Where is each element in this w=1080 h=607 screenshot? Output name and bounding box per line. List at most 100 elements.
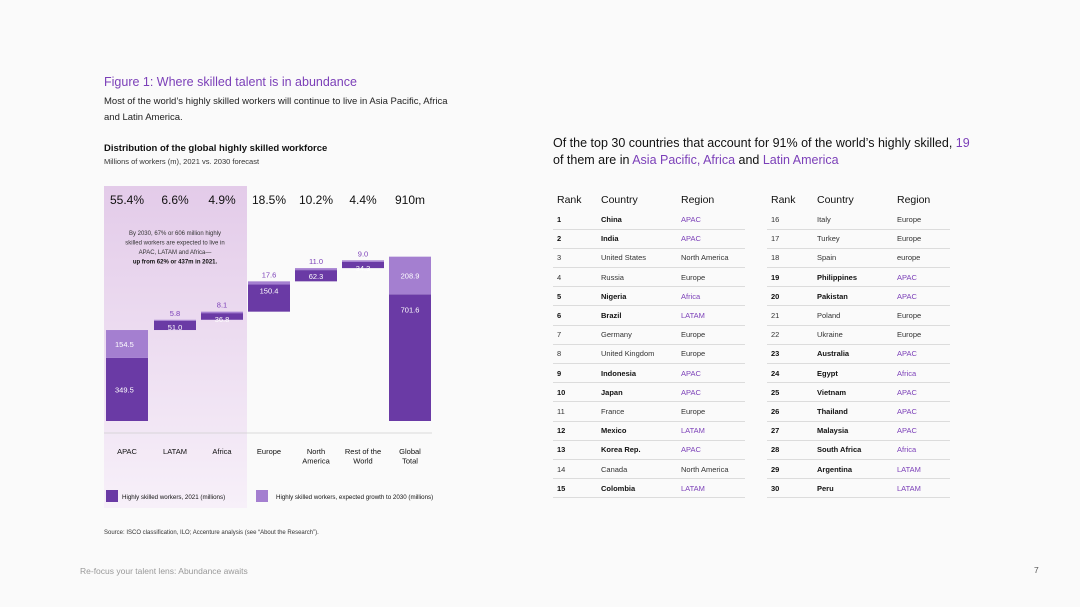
data-label-2021: 62.3 <box>309 272 324 281</box>
region-cell: APAC <box>677 229 745 249</box>
source-note: Source: ISCO classification, ILO; Accent… <box>104 530 319 536</box>
rank-cell: 4 <box>553 267 597 288</box>
table-row: 13 Korea Rep. APAC <box>553 440 745 460</box>
rank-cell: 23 <box>767 344 813 365</box>
annotation-line: APAC, LATAM and Africa— <box>139 250 212 256</box>
data-label-2021: 150.4 <box>260 287 279 296</box>
data-label-2021: 701.6 <box>401 305 420 314</box>
rank-cell: 9 <box>553 363 597 384</box>
category-label: Global <box>399 447 421 456</box>
title-text: Of the top 30 countries that account for… <box>553 136 956 150</box>
rank-cell: 16 <box>767 210 813 230</box>
rank-cell: 5 <box>553 286 597 307</box>
table-row: 19 Philippines APAC <box>767 267 950 288</box>
table-row: 25 Vietnam APAC <box>767 382 950 403</box>
data-label-growth: 9.0 <box>358 249 368 258</box>
table-row: 8 United Kingdom Europe <box>553 344 745 365</box>
country-cell: Japan <box>597 382 677 403</box>
country-cell: Brazil <box>597 305 677 326</box>
country-cell: Egypt <box>813 363 893 384</box>
table-row: 10 Japan APAC <box>553 382 745 403</box>
country-cell: Russia <box>597 267 677 288</box>
category-label: Africa <box>212 447 232 456</box>
country-cell: United Kingdom <box>597 344 677 365</box>
header-rank: Rank <box>557 194 582 206</box>
category-label: APAC <box>117 447 137 456</box>
bar-2021-europe <box>248 284 290 312</box>
rank-cell: 30 <box>767 478 813 499</box>
table-row: 23 Australia APAC <box>767 344 950 365</box>
rank-cell: 14 <box>553 459 597 480</box>
annotation-line: skilled workers are expected to live in <box>125 241 224 247</box>
data-label-2021: 36.8 <box>215 315 230 324</box>
table-row: 1 China APAC <box>553 210 745 230</box>
footer-text: Re-focus your talent lens: Abundance awa… <box>80 566 248 576</box>
table-row: 14 Canada North America <box>553 459 745 480</box>
table-row: 17 Turkey Europe <box>767 229 950 249</box>
country-cell: Nigeria <box>597 286 677 307</box>
bar-2021-africa <box>201 313 243 320</box>
bar-growth-africa <box>201 311 243 314</box>
rank-cell: 2 <box>553 229 597 249</box>
country-cell: Korea Rep. <box>597 440 677 460</box>
bar-growth-north-america <box>295 268 337 271</box>
ranking-table-left: Rank Country Region 1 China APAC 2 India APAC… <box>553 190 745 499</box>
country-cell: Vietnam <box>813 382 893 403</box>
country-cell: Germany <box>597 325 677 345</box>
region-cell: APAC <box>677 363 745 384</box>
table-row: 24 Egypt Africa <box>767 363 950 384</box>
region-cell: North America <box>677 248 745 269</box>
country-cell: Philippines <box>813 267 893 288</box>
region-cell: europe <box>893 248 950 269</box>
category-label: LATAM <box>163 447 187 456</box>
table-row: 30 Peru LATAM <box>767 478 950 499</box>
rank-cell: 3 <box>553 248 597 269</box>
data-label-growth: 154.5 <box>115 340 134 349</box>
bar-2021-apac <box>106 357 148 421</box>
region-cell: APAC <box>893 421 950 441</box>
country-cell: Ukraine <box>813 325 893 345</box>
region-cell: LATAM <box>677 421 745 441</box>
title-highlight: Asia Pacific, Africa <box>632 153 736 167</box>
region-cell: APAC <box>677 382 745 403</box>
table-row: 28 South Africa Africa <box>767 440 950 460</box>
ranking-table-right: Rank Country Region 16 Italy Europe 17 Turke… <box>767 190 950 499</box>
rank-cell: 22 <box>767 325 813 345</box>
region-cell: LATAM <box>893 459 950 480</box>
country-cell: France <box>597 401 677 422</box>
country-cell: Australia <box>813 344 893 365</box>
share-label: 4.4% <box>349 193 377 207</box>
category-label: Rest of the <box>345 447 381 456</box>
table-row: 3 United States North America <box>553 248 745 269</box>
country-cell: China <box>597 210 677 230</box>
region-cell: Europe <box>893 325 950 345</box>
region-cell: Europe <box>677 344 745 365</box>
region-cell: Europe <box>677 401 745 422</box>
rank-cell: 20 <box>767 286 813 307</box>
table-row: 2 India APAC <box>553 229 745 249</box>
bar-2021-latam <box>154 320 196 331</box>
rank-cell: 12 <box>553 421 597 441</box>
rank-cell: 1 <box>553 210 597 230</box>
title-text: and <box>735 153 763 167</box>
region-cell: APAC <box>677 210 745 230</box>
country-cell: India <box>597 229 677 249</box>
share-label: 6.6% <box>161 193 189 207</box>
header-region: Region <box>897 194 931 206</box>
table-row: 27 Malaysia APAC <box>767 421 950 441</box>
rank-cell: 19 <box>767 267 813 288</box>
region-cell: Africa <box>893 440 950 460</box>
rank-cell: 28 <box>767 440 813 460</box>
region-cell: APAC <box>893 344 950 365</box>
country-cell: Malaysia <box>813 421 893 441</box>
region-cell: LATAM <box>677 305 745 326</box>
table-row: 12 Mexico LATAM <box>553 421 745 441</box>
share-label: 10.2% <box>299 193 333 207</box>
table-row: 22 Ukraine Europe <box>767 325 950 345</box>
rank-cell: 18 <box>767 248 813 269</box>
region-cell: Europe <box>893 229 950 249</box>
table-row: 9 Indonesia APAC <box>553 363 745 384</box>
share-label: 18.5% <box>252 193 286 207</box>
country-cell: Spain <box>813 248 893 269</box>
chart-subtitle: Millions of workers (m), 2021 vs. 2030 f… <box>104 157 260 166</box>
